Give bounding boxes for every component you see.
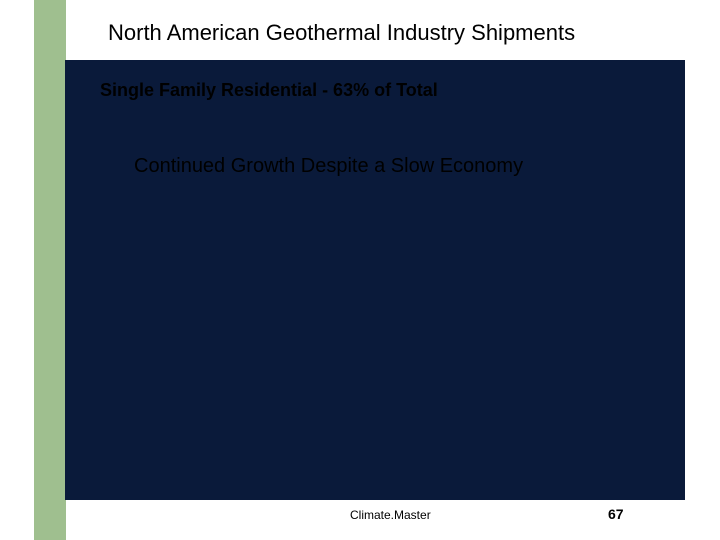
footer-brand: Climate.Master <box>350 508 431 522</box>
page-number: 67 <box>608 506 624 522</box>
slide-title: North American Geothermal Industry Shipm… <box>108 20 575 46</box>
subtitle-line-2: Continued Growth Despite a Slow Economy <box>134 155 523 178</box>
subtitle-line-1: Single Family Residential - 63% of Total <box>100 80 438 101</box>
content-panel <box>65 60 685 500</box>
left-stripe-decoration <box>34 0 66 540</box>
